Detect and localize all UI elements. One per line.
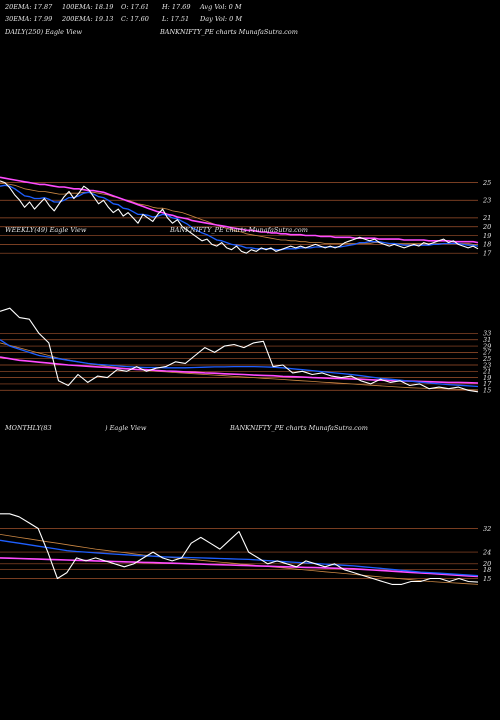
avg-vol-readout: Avg Vol: 0 M xyxy=(200,3,242,11)
weekly-ema-fast-line xyxy=(0,339,479,388)
close-readout: C: 17.60 xyxy=(121,15,149,23)
open-readout: O: 17.61 xyxy=(121,3,150,11)
daily-ema-mid-line xyxy=(0,183,478,245)
weekly-price-line xyxy=(0,307,479,393)
weekly-tick-label: 29 xyxy=(482,342,491,350)
daily-tick-label: 17 xyxy=(483,249,492,257)
ema20-readout: 20EMA: 17.87 xyxy=(5,3,53,11)
daily-ema-fast-line xyxy=(0,184,479,251)
daily-tick-label: 19 xyxy=(483,232,491,240)
monthly-ema-slow-line xyxy=(0,557,479,578)
monthly-panel: MONTHLY(83 ) Eagle View BANKNIFTY_PE cha… xyxy=(0,424,491,585)
monthly-ema-mid-line xyxy=(0,534,479,585)
daily-ema-slow-line xyxy=(0,176,479,244)
daily-price-line xyxy=(0,180,479,254)
weekly-tick-label: 19 xyxy=(483,374,491,382)
weekly-tick-label: 27 xyxy=(482,349,492,357)
daily-source-label: BANKNIFTY_PE charts MunafaSutra.com xyxy=(159,28,298,36)
weekly-tick-label: 25 xyxy=(482,355,491,363)
weekly-tick-label: 31 xyxy=(483,336,491,344)
daily-tick-label: 25 xyxy=(482,179,491,187)
monthly-tick-label: 32 xyxy=(483,525,491,533)
daily-title: DAILY(250) Eagle View xyxy=(4,28,82,36)
monthly-title-suffix: ) Eagle View xyxy=(104,424,147,432)
weekly-title: WEEKLY(49) Eagle View xyxy=(5,226,87,234)
daily-tick-label: 21 xyxy=(482,214,491,222)
weekly-source-label: BANKNIFTY_PE charts MunafaSutra.com xyxy=(169,226,308,234)
low-readout: L: 17.51 xyxy=(162,15,190,23)
weekly-tick-label: 23 xyxy=(482,361,491,369)
monthly-title: MONTHLY(83 xyxy=(4,424,52,432)
weekly-tick-label: 15 xyxy=(483,387,491,395)
weekly-tick-label: 33 xyxy=(483,330,491,338)
monthly-tick-label: 18 xyxy=(483,566,491,574)
monthly-price-line xyxy=(0,513,479,585)
high-readout: H: 17.69 xyxy=(162,3,191,11)
weekly-tick-label: 21 xyxy=(482,368,491,376)
ema30-readout: 30EMA: 17.99 xyxy=(5,15,53,23)
daily-tick-label: 20 xyxy=(482,223,491,231)
weekly-tick-label: 17 xyxy=(483,380,492,388)
ema200-readout: 200EMA: 19.13 xyxy=(62,15,114,23)
ema100-readout: 100EMA: 18.19 xyxy=(62,3,114,11)
monthly-ema-fast-line xyxy=(0,539,479,577)
daily-tick-label: 23 xyxy=(482,197,491,205)
weekly-panel: WEEKLY(49) Eagle View BANKNIFTY_PE chart… xyxy=(0,226,492,395)
daily-tick-label: 18 xyxy=(483,241,491,249)
monthly-tick-label: 24 xyxy=(482,548,491,556)
daily-panel: DAILY(250) Eagle View BANKNIFTY_PE chart… xyxy=(0,28,492,257)
monthly-tick-label: 20 xyxy=(482,560,491,568)
monthly-source-label: BANKNIFTY_PE charts MunafaSutra.com xyxy=(229,424,368,432)
monthly-tick-label: 15 xyxy=(483,575,491,583)
day-vol-readout: Day Vol: 0 M xyxy=(200,15,243,23)
